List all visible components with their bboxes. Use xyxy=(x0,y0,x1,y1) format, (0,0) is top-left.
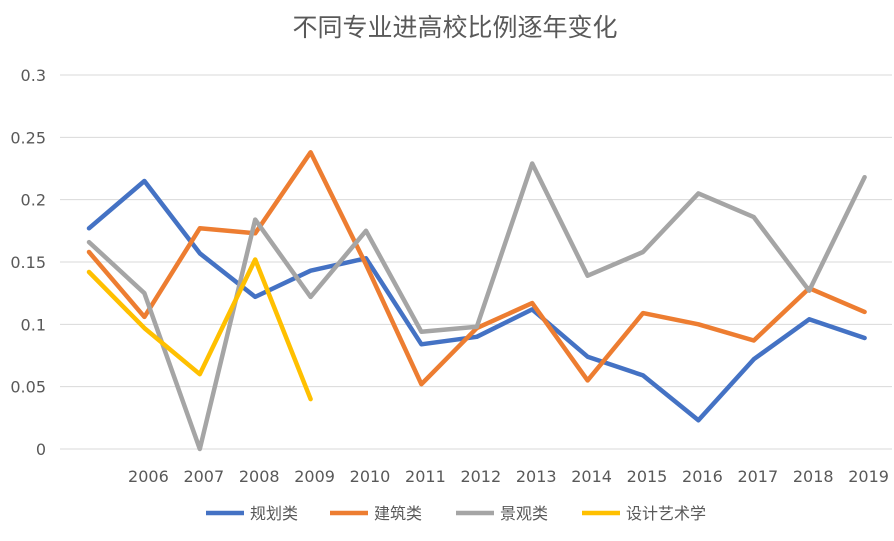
x-tick-label: 2018 xyxy=(793,467,834,486)
x-tick-label: 2006 xyxy=(128,467,169,486)
x-tick-label: 2013 xyxy=(516,467,557,486)
x-tick-label: 2012 xyxy=(460,467,501,486)
series-lines xyxy=(86,150,867,452)
series-line-3 xyxy=(86,257,313,402)
x-tick-label: 2009 xyxy=(294,467,335,486)
series-line-0 xyxy=(86,178,867,423)
y-tick-label: 0.05 xyxy=(10,378,46,397)
legend-label: 设计艺术学 xyxy=(626,504,706,523)
x-tick-label: 2019 xyxy=(848,467,889,486)
legend: 规划类 建筑类 景观类 设计艺术学 xyxy=(206,504,706,523)
y-tick-label: 0.15 xyxy=(10,253,46,272)
x-tick-label: 2008 xyxy=(239,467,280,486)
y-tick-label: 0 xyxy=(36,440,46,459)
y-tick-label: 0.25 xyxy=(10,128,46,147)
series-line-2 xyxy=(86,161,867,452)
x-axis-tick-labels: 2006 2007 2008 2009 2010 2011 2012 2013 2014 2015… xyxy=(128,467,889,486)
x-tick-label: 2011 xyxy=(405,467,446,486)
legend-label: 建筑类 xyxy=(374,504,422,523)
x-tick-label: 2015 xyxy=(627,467,668,486)
gridlines xyxy=(60,74,892,450)
series-line-1 xyxy=(86,150,867,387)
legend-label: 景观类 xyxy=(500,504,548,523)
y-tick-label: 0.3 xyxy=(21,66,46,85)
x-tick-label: 2016 xyxy=(682,467,723,486)
x-tick-label: 2017 xyxy=(737,467,778,486)
chart-title: 不同专业进高校比例逐年变化 xyxy=(292,13,617,42)
x-tick-label: 2014 xyxy=(571,467,612,486)
y-axis-tick-labels: 0 0.05 0.1 0.15 0.2 0.25 0.3 xyxy=(10,66,46,459)
legend-label: 规划类 xyxy=(250,504,298,523)
y-tick-label: 0.2 xyxy=(21,191,46,210)
x-tick-label: 2007 xyxy=(183,467,224,486)
y-tick-label: 0.1 xyxy=(21,315,46,334)
x-tick-label: 2010 xyxy=(350,467,391,486)
